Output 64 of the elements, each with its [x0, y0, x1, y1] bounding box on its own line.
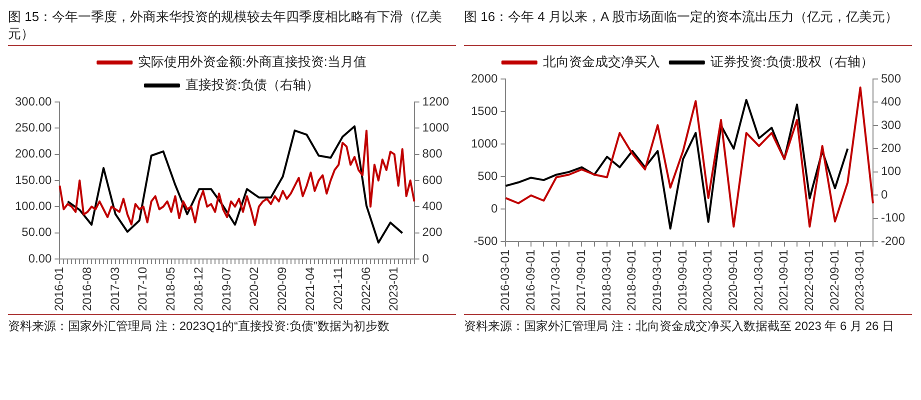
y2-tick-label: 600: [422, 172, 443, 187]
chart-title: 图 15：今年一季度，外商来华投资的规模较去年四季度相比略有下滑（亿美元）: [8, 8, 456, 46]
y2-tick-label: 1200: [422, 94, 450, 108]
x-tick-label: 2017-03: [108, 266, 122, 312]
x-tick-label: 2019-03-01: [650, 249, 664, 312]
x-tick-label: 2016-08: [80, 266, 94, 312]
x-tick-label: 2021-09-01: [776, 249, 791, 312]
y2-tick-label: 400: [880, 94, 902, 109]
x-tick-label: 2020-03-01: [700, 249, 715, 312]
y-tick-label: 50.00: [22, 225, 52, 240]
x-tick-label: 2017-10: [136, 266, 150, 312]
legend-label: 实际使用外资金额:外商直接投资:当月值: [138, 54, 366, 70]
x-tick-label: 2022-06: [358, 266, 373, 312]
x-tick-label: 2021-04: [303, 266, 318, 312]
x-tick-label: 2019-09-01: [675, 249, 690, 312]
y-tick-label: 0.00: [28, 251, 52, 266]
y2-tick-label: 0: [880, 187, 888, 202]
x-tick-label: 2016-01: [52, 266, 66, 312]
y-tick-label: 250.00: [15, 120, 52, 134]
y2-tick-label: 1000: [422, 120, 450, 134]
y-tick-label: 1000: [470, 136, 498, 150]
y2-tick-label: 0: [422, 251, 430, 266]
y-tick-label: 150.00: [15, 172, 52, 187]
y2-tick-label: 200: [880, 141, 902, 156]
x-tick-label: 2021-03-01: [751, 249, 766, 312]
y2-tick-label: 800: [422, 146, 443, 161]
y-tick-label: 100.00: [15, 198, 52, 213]
x-tick-label: 2018-03-01: [599, 249, 614, 312]
x-tick-label: 2020-02: [247, 266, 262, 312]
x-tick-label: 2023-03-01: [852, 249, 867, 312]
y-tick-label: 300.00: [15, 94, 52, 108]
y2-tick-label: 100: [880, 164, 902, 178]
y-tick-label: 200.00: [15, 146, 52, 161]
x-tick-label: 2023-01: [386, 266, 401, 312]
x-tick-label: 2021-11: [330, 266, 345, 310]
x-tick-label: 2018-05: [164, 266, 178, 312]
y2-tick-label: -200: [880, 234, 906, 248]
legend-label: 北向资金成交净买入: [542, 54, 660, 70]
y-tick-label: -500: [474, 234, 498, 248]
y-tick-label: 500: [478, 168, 498, 183]
x-tick-label: 2016-03-01: [498, 249, 512, 312]
chart-title: 图 16：今年 4 月以来，A 股市场面临一定的资本流出压力（亿元，亿美元）: [464, 8, 912, 46]
legend-label: 直接投资:负债（右轴）: [185, 77, 320, 92]
x-tick-label: 2022-03-01: [802, 249, 816, 312]
y2-tick-label: 300: [880, 118, 902, 132]
x-tick-label: 2020-09: [275, 266, 290, 312]
y2-tick-label: 200: [422, 225, 443, 240]
y2-tick-label: 400: [422, 198, 443, 213]
x-tick-label: 2020-09-01: [726, 249, 740, 312]
x-tick-label: 2017-09-01: [574, 249, 588, 312]
y2-tick-label: 500: [880, 71, 902, 86]
text: 资料来源：国家外汇管理局 注：2023Q1的“直接投资:负债”数据为初步数: [8, 318, 390, 334]
legend-label: 证券投资:负债:股权（右轴）: [710, 54, 874, 70]
y-tick-label: 2000: [470, 71, 498, 86]
x-tick-label: 2016-09-01: [523, 249, 538, 312]
x-tick-label: 2022-09-01: [827, 249, 842, 312]
x-tick-label: 2019-07: [219, 266, 234, 312]
y2-tick-label: -100: [880, 210, 906, 225]
text: 资料来源：国家外汇管理局 注：北向资金成交净买入数据截至 2023 年 6 月 26 日: [464, 318, 896, 334]
x-tick-label: 2018-12: [191, 266, 206, 312]
x-tick-label: 2018-09-01: [624, 249, 639, 312]
y-tick-label: 1500: [470, 104, 498, 118]
y-tick-label: 0: [491, 201, 498, 216]
x-tick-label: 2017-03-01: [548, 249, 563, 312]
